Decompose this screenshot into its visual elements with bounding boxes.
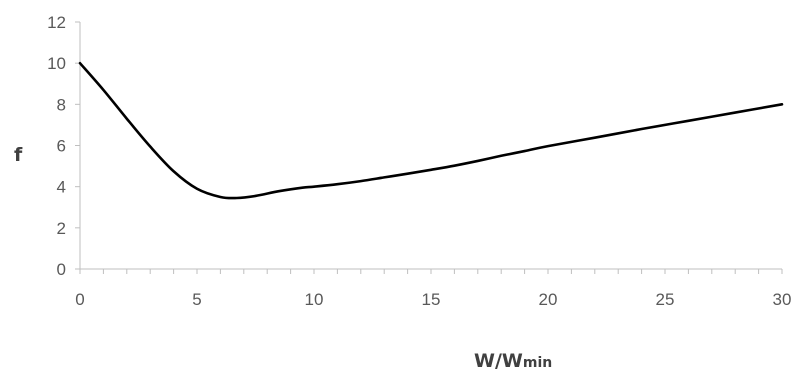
x-tick-label: 20 xyxy=(539,290,558,309)
y-tick-labels: 0 2 4 6 8 10 12 xyxy=(47,13,66,279)
x-axis-title-subscript: min xyxy=(523,355,552,371)
y-tick-label: 10 xyxy=(47,54,66,73)
x-tick-label: 25 xyxy=(656,290,675,309)
y-tick-label: 8 xyxy=(57,95,66,114)
x-tick-label: 30 xyxy=(773,290,792,309)
x-tick-label: 5 xyxy=(192,290,201,309)
x-tick-labels: 0 5 10 15 20 25 30 xyxy=(75,290,791,309)
y-tick-label: 4 xyxy=(57,178,66,197)
x-tick-label: 10 xyxy=(305,290,324,309)
x-axis-title: W/Wmin xyxy=(474,350,552,372)
series-line xyxy=(78,61,784,200)
y-tick-label: 2 xyxy=(57,219,66,238)
x-tick-label: 15 xyxy=(422,290,441,309)
y-tick-label: 12 xyxy=(47,13,66,32)
chart-axes xyxy=(79,22,782,270)
y-tick-label: 0 xyxy=(57,260,66,279)
x-tick-label: 0 xyxy=(75,290,84,309)
y-tick-label: 6 xyxy=(57,137,66,156)
x-axis-title-main: W/W xyxy=(474,350,523,372)
y-axis-title: f xyxy=(14,144,23,166)
chart-ticks xyxy=(75,21,783,274)
